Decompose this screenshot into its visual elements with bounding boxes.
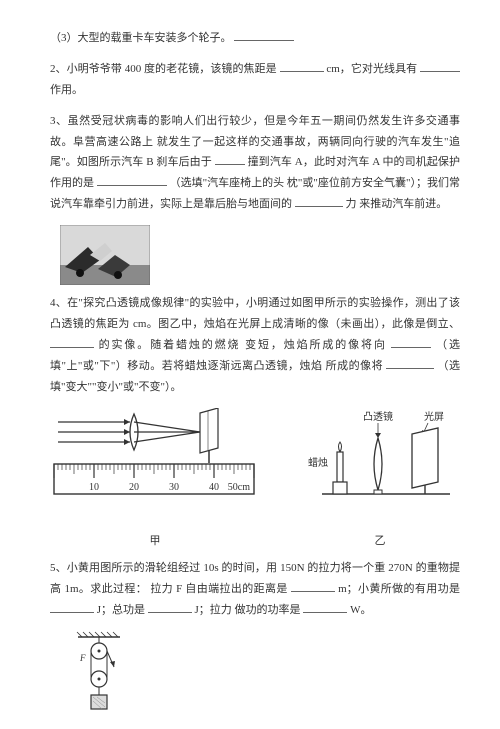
crash-photo <box>60 225 150 285</box>
q4-blank2[interactable] <box>391 337 431 348</box>
q4: 4、在"探究凸透镜成像规律"的实验中，小明通过如图甲所示的实验操作，测出了该凸透… <box>50 293 460 397</box>
q3: 3、虽然受冠状病毒的影响人们出行较少，但是今年五一期间仍然发生许多交通事故。阜营… <box>50 111 460 215</box>
q3-l3b: （选填"汽车座椅上的头 <box>170 177 285 189</box>
q5-l2d: J；拉力 <box>195 604 232 616</box>
q2-mid: cm，它对光线具有 <box>326 63 417 75</box>
q2-blank2[interactable] <box>420 61 460 72</box>
q1-part3: （3）大型的载重卡车安装多个轮子。 <box>50 28 460 49</box>
ruler-tick-30: 30 <box>169 482 179 493</box>
force-label: F <box>79 653 86 663</box>
q5-l2c: J；总功是 <box>97 604 145 616</box>
q2-prefix: 2、小明爷爷带 400 度的老花镜，该镜的焦距是 <box>50 63 277 75</box>
q4-l4a: 所成的像将 <box>326 360 383 372</box>
q1p3-blank[interactable] <box>234 30 294 41</box>
q5-l3b: W。 <box>350 604 371 616</box>
q3-blank2[interactable] <box>97 175 167 186</box>
caption-yi: 乙 <box>300 531 460 552</box>
q2-suffix: 作用。 <box>50 84 83 96</box>
q5: 5、小黄用图所示的滑轮组经过 10s 的时间，用 150N 的拉力将一个重 27… <box>50 558 460 621</box>
label-screen: 光屏 <box>424 410 444 423</box>
label-candle: 蜡烛 <box>308 456 328 469</box>
q5-l2b: m；小黄所做的有用功是 <box>338 583 460 595</box>
q5-blank1[interactable] <box>291 581 335 592</box>
diagram-yi: 凸透镜 光屏 蜡烛 乙 <box>300 408 460 553</box>
q5-l3a: 做功的功率是 <box>235 604 301 616</box>
diagram-row: 10 20 30 40 50cm 甲 凸透镜 光屏 蜡烛 <box>50 408 460 553</box>
ruler-tick-10: 10 <box>89 482 99 493</box>
q1p3-text: （3）大型的载重卡车安装多个轮子。 <box>50 32 232 44</box>
pulley-diagram: F <box>74 631 460 729</box>
q3-blank3[interactable] <box>295 196 343 207</box>
q4-l3a: 变短，烛焰所成的像将向 <box>245 339 387 351</box>
q4-l2b: 的实像。随着蜡烛的燃烧 <box>99 339 241 351</box>
label-lens: 凸透镜 <box>363 410 393 423</box>
q3-l5: 来推动汽车前进。 <box>359 198 447 210</box>
q5-blank4[interactable] <box>303 602 347 613</box>
q2-blank1[interactable] <box>280 61 324 72</box>
diagram-jia: 10 20 30 40 50cm 甲 <box>50 408 260 553</box>
q4-l2a: cm。图乙中，烛焰在光屏上成清晰的像（未画出），此像是倒立、 <box>133 318 460 330</box>
caption-jia: 甲 <box>50 531 260 552</box>
q3-l4b: 力 <box>346 198 357 210</box>
q4-blank3[interactable] <box>386 358 434 369</box>
q2: 2、小明爷爷带 400 度的老花镜，该镜的焦距是 cm，它对光线具有 作用。 <box>50 59 460 101</box>
q3-blank1[interactable] <box>215 154 245 165</box>
q5-blank3[interactable] <box>148 602 192 613</box>
ruler-tick-50: 50cm <box>228 482 250 493</box>
ruler-tick-40: 40 <box>209 482 219 493</box>
q5-blank2[interactable] <box>50 602 94 613</box>
q4-blank1[interactable] <box>50 337 94 348</box>
q5-l2a: 拉力 F 自由端拉出的距离是 <box>150 583 288 595</box>
ruler-tick-20: 20 <box>129 482 139 493</box>
